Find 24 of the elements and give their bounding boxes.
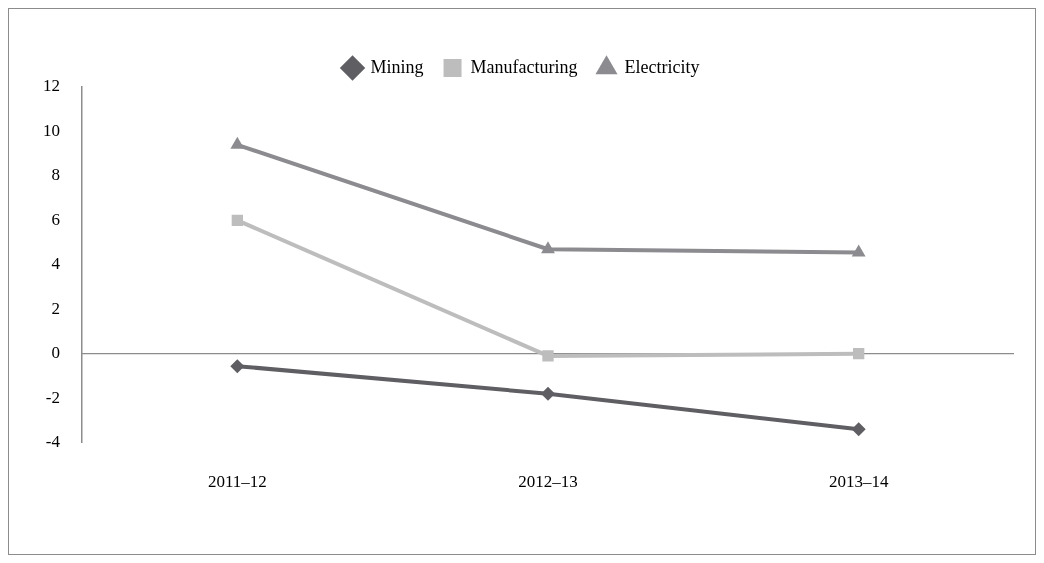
- point: [541, 241, 555, 254]
- point: [541, 386, 555, 401]
- x-tick-label: 2012–13: [518, 472, 578, 492]
- y-tick-label: -4: [45, 432, 61, 452]
- point: [542, 350, 554, 362]
- legend-label: Manufacturing: [470, 56, 578, 77]
- y-tick-label: 6: [51, 209, 60, 229]
- y-tick-label: 12: [43, 76, 60, 96]
- x-tick-label: 2011–12: [207, 472, 267, 492]
- y-tick-label: 10: [43, 120, 60, 140]
- point: [851, 244, 866, 257]
- point: [231, 214, 243, 227]
- y-tick-label: 8: [51, 165, 60, 185]
- y-tick-label: 2: [51, 298, 60, 318]
- x-tick-label: 2013–14: [828, 472, 889, 492]
- legend-label: Mining: [370, 56, 424, 77]
- point: [853, 348, 865, 360]
- y-tick-label: 0: [51, 343, 60, 363]
- point: [230, 136, 245, 149]
- y-tick-label: 4: [51, 254, 61, 274]
- point: [851, 422, 866, 437]
- y-tick-label: -2: [45, 387, 60, 407]
- point: [230, 359, 245, 374]
- legend-label: Electricity: [624, 56, 700, 77]
